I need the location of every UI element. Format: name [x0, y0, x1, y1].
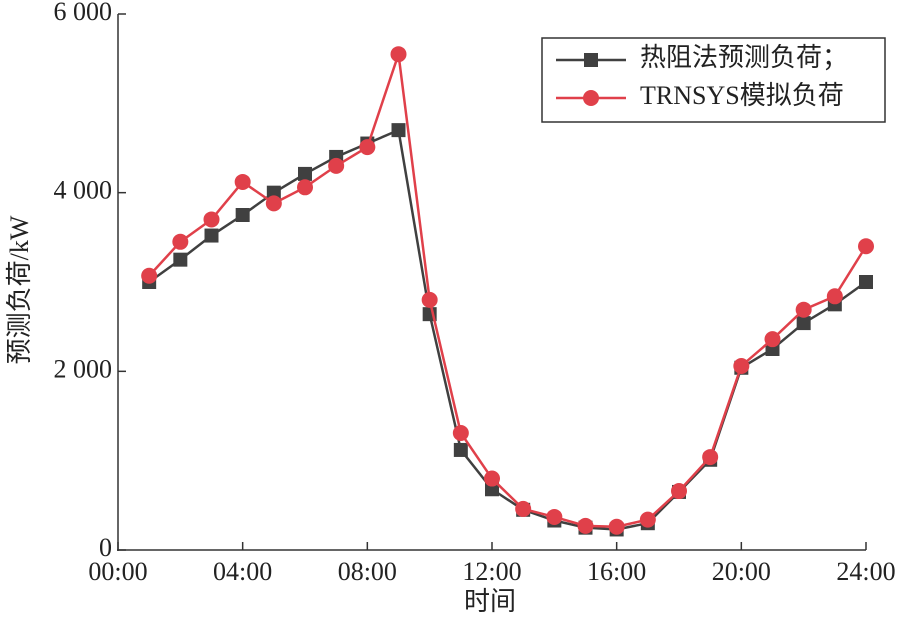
x-tick-label: 20:00 — [712, 557, 771, 586]
x-tick-label: 04:00 — [213, 557, 272, 586]
legend-box — [541, 37, 886, 123]
data-point — [796, 316, 811, 331]
data-point — [452, 424, 469, 441]
y-tick-label: 2 000 — [54, 354, 113, 383]
x-axis-label: 时间 — [464, 587, 516, 616]
data-point — [421, 291, 438, 308]
y-axis-label: 预测负荷/kW — [5, 215, 34, 364]
data-point — [172, 233, 189, 250]
data-point — [485, 482, 499, 497]
data-point — [359, 139, 376, 156]
series-line — [148, 128, 867, 531]
data-point — [577, 517, 594, 534]
legend-label: 热阻法预测负荷； — [640, 43, 848, 72]
data-point — [391, 123, 406, 138]
data-point — [453, 442, 468, 457]
data-point — [702, 449, 719, 466]
y-tick-label: 6 000 — [54, 0, 113, 26]
data-point — [235, 208, 250, 222]
x-tick-label: 08:00 — [338, 557, 397, 586]
data-point — [639, 511, 656, 528]
series-line — [148, 53, 868, 529]
data-point — [298, 166, 312, 181]
data-point — [173, 252, 188, 267]
y-tick-label: 4 000 — [54, 176, 113, 205]
data-point — [733, 357, 750, 374]
data-point — [203, 211, 220, 228]
data-point — [328, 157, 345, 174]
x-tick-label: 24:00 — [836, 557, 895, 586]
data-point — [204, 228, 219, 243]
data-point — [265, 195, 282, 212]
legend-label: TRNSYS模拟负荷 — [640, 81, 844, 110]
data-point — [266, 185, 281, 200]
data-point — [484, 470, 500, 487]
data-point — [764, 331, 781, 348]
data-point — [858, 238, 874, 255]
x-tick-label: 16:00 — [587, 557, 646, 586]
legend-marker — [584, 53, 598, 67]
data-point — [671, 483, 687, 500]
data-point — [546, 508, 563, 525]
x-tick-label: 12:00 — [462, 557, 521, 586]
data-point — [297, 179, 313, 196]
data-point — [141, 267, 158, 284]
data-point — [234, 173, 251, 190]
x-tick-label: 00:00 — [88, 557, 147, 586]
data-point — [826, 288, 843, 305]
data-point — [390, 46, 407, 63]
data-point — [795, 301, 812, 318]
data-point — [515, 500, 532, 517]
y-tick-label: 0 — [99, 533, 112, 562]
data-point — [608, 518, 625, 535]
legend-marker — [583, 90, 599, 106]
data-point — [859, 275, 873, 289]
